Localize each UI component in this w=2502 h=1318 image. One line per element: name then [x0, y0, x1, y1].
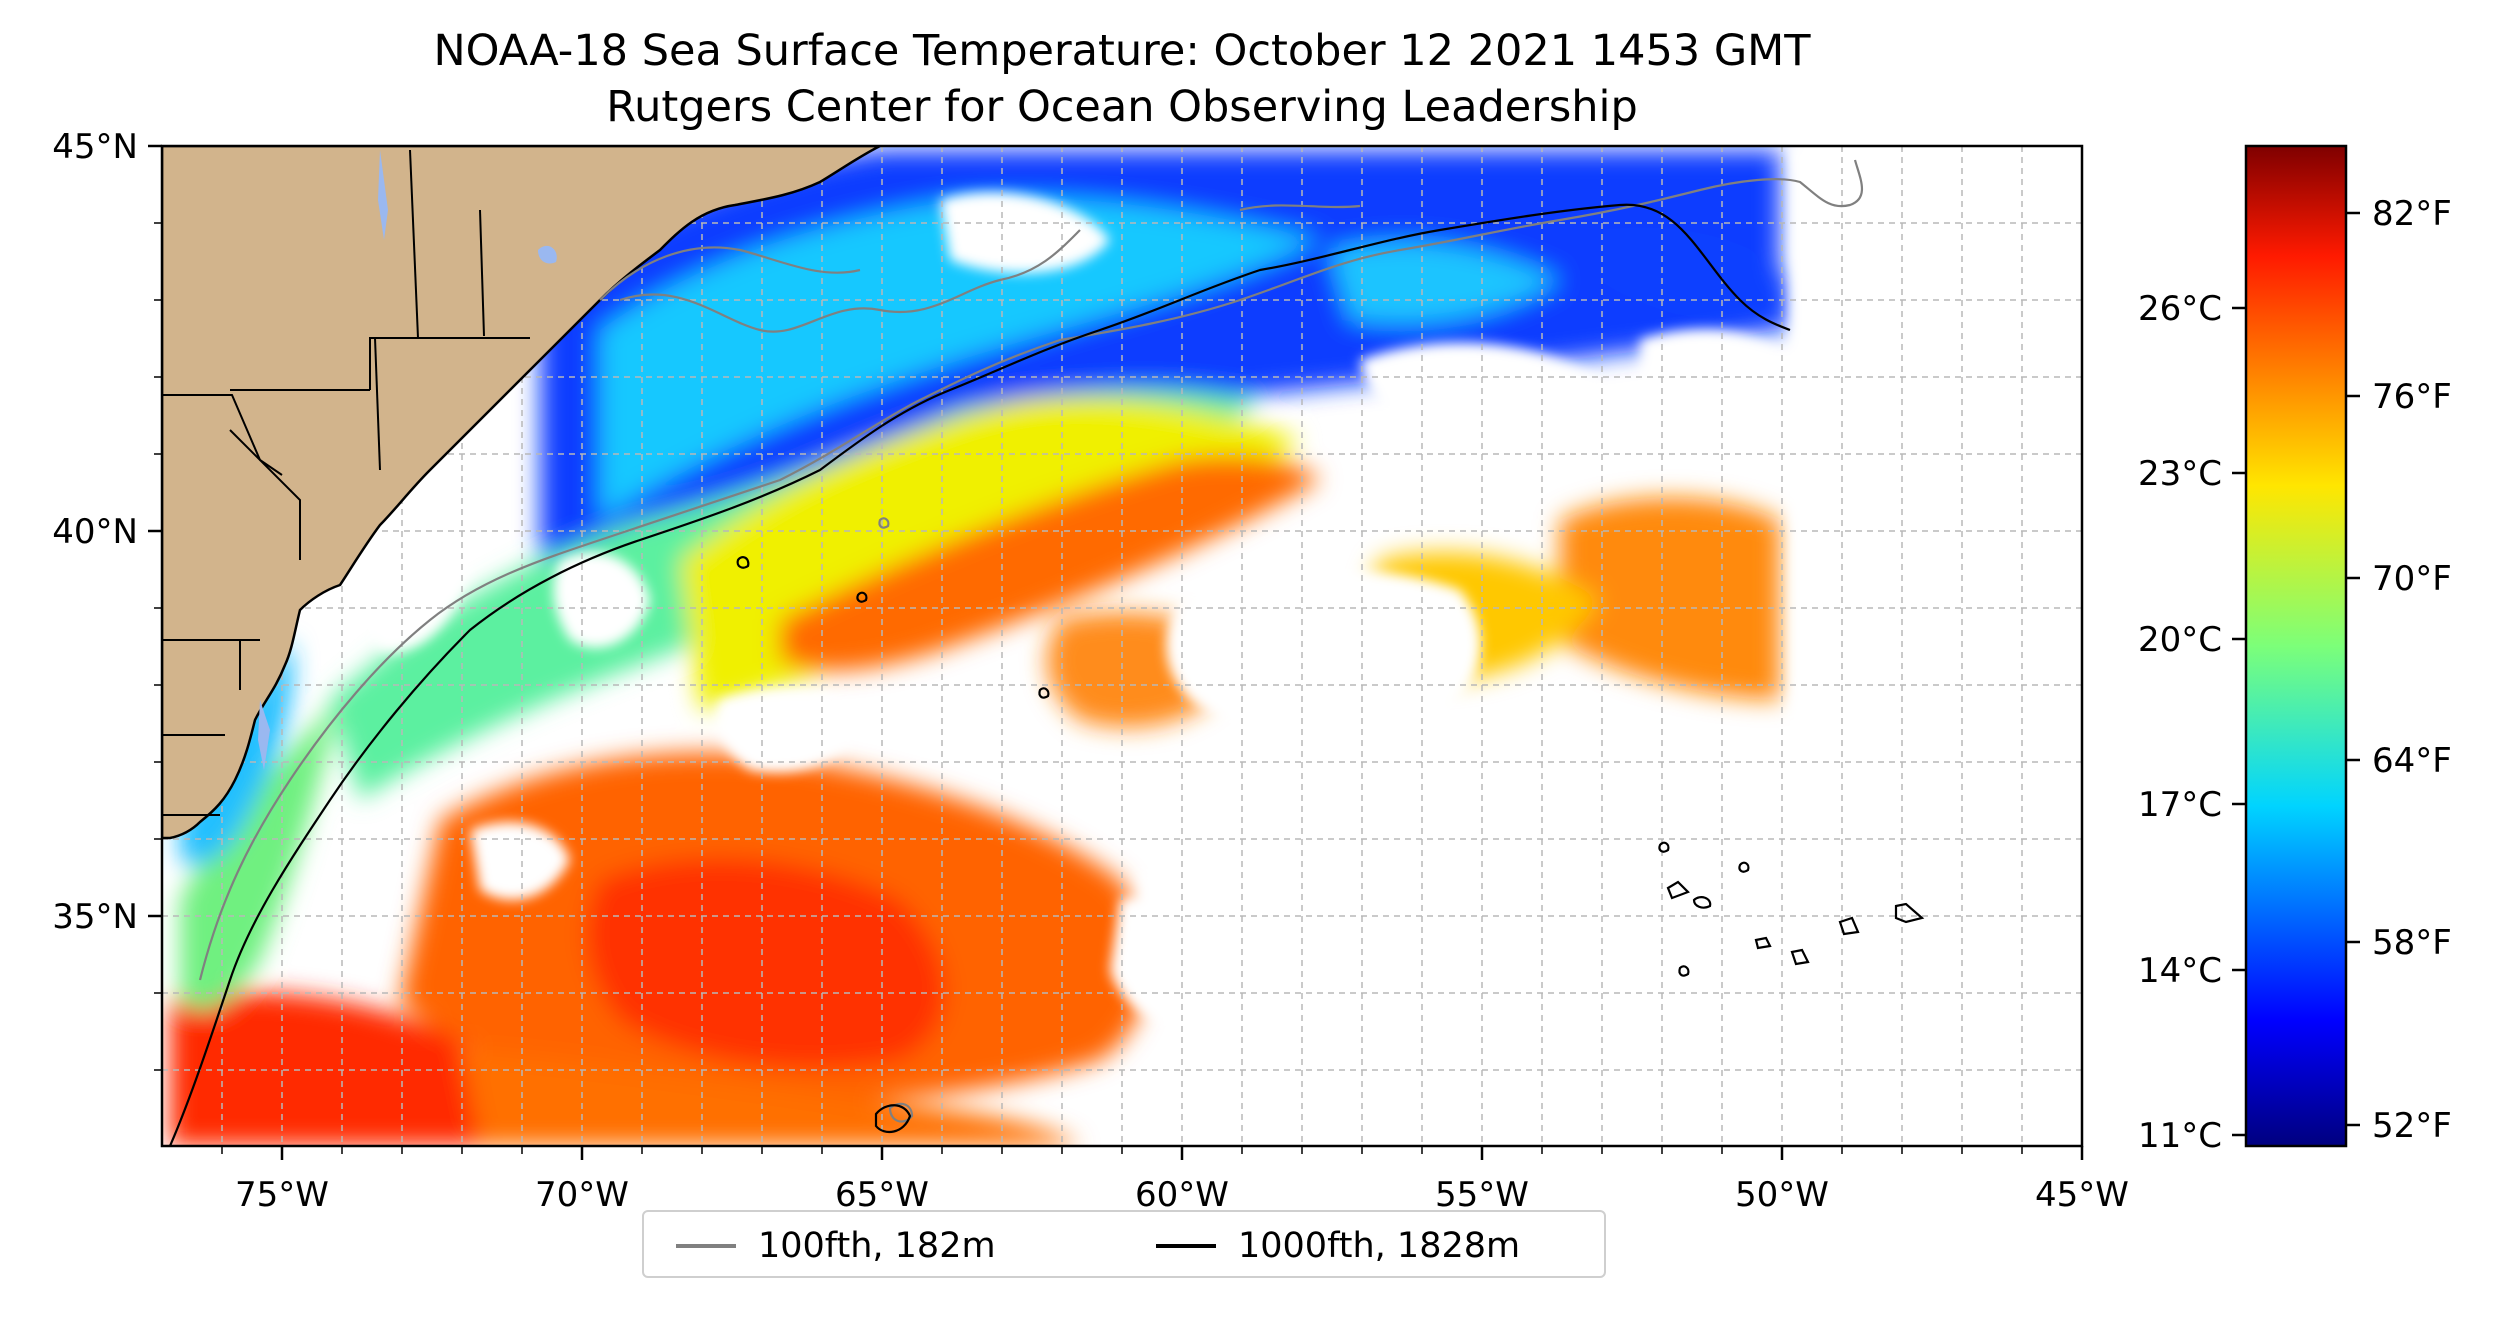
- sst-cyan-ne: [1330, 241, 1560, 324]
- sst-southwest-warm: [170, 992, 520, 1146]
- land-mass: [162, 146, 881, 840]
- contour-1000fth: [168, 203, 1925, 1146]
- figure-subtitle: Rutgers Center for Ocean Observing Leade…: [606, 82, 1638, 132]
- lat-tick-label: 45°N: [52, 127, 138, 167]
- fahrenheit-tick-label: 52°F: [2372, 1106, 2452, 1146]
- cloud-patch: [470, 821, 570, 900]
- cloud-patch: [1180, 760, 1790, 1146]
- lon-tick-label: 55°W: [1435, 1175, 1529, 1215]
- axis-ticks: [148, 144, 2084, 1160]
- fahrenheit-tick-label: 82°F: [2372, 194, 2452, 234]
- axis-minor-ticks: [154, 222, 2023, 1154]
- colorbar-ticks: [2232, 211, 2360, 1137]
- sst-south-orange2: [460, 1050, 1080, 1146]
- sst-gulfstream-wall: [780, 456, 1320, 671]
- cloud-patch: [716, 689, 860, 773]
- cloud-patch: [1140, 862, 1280, 960]
- cloud-patch: [553, 552, 650, 648]
- legend-line-gray: [676, 1244, 736, 1248]
- fahrenheit-tick-label: 70°F: [2372, 559, 2452, 599]
- cloud-patch: [1166, 568, 1481, 745]
- lon-tick-label: 60°W: [1135, 1175, 1229, 1215]
- cloud-patch: [940, 192, 1110, 274]
- contour-legend: 100fth, 182m 1000fth, 1828m: [642, 1210, 1606, 1278]
- fahrenheit-tick-label: 64°F: [2372, 741, 2452, 781]
- legend-label: 1000fth, 1828m: [1238, 1226, 1521, 1266]
- celsius-tick-label: 11°C: [2138, 1116, 2222, 1156]
- sst-east-warm: [1560, 497, 1780, 700]
- sst-coastal-green: [180, 700, 340, 1010]
- lon-tick-label: 65°W: [835, 1175, 929, 1215]
- lat-tick-label: 40°N: [52, 512, 138, 552]
- lon-tick-label: 75°W: [235, 1175, 329, 1215]
- sst-east-blue: [1600, 227, 1790, 330]
- cloud-patch: [356, 530, 470, 652]
- figure-title: NOAA-18 Sea Surface Temperature: October…: [433, 26, 1811, 76]
- lon-tick-label: 50°W: [1735, 1175, 1829, 1215]
- cloud-patch: [1790, 146, 2082, 1146]
- sst-cyan-shelf: [600, 198, 1320, 520]
- fahrenheit-tick-label: 76°F: [2372, 377, 2452, 417]
- colorbar-gradient: [2244, 144, 2348, 1148]
- inland-water: [258, 150, 557, 770]
- lon-tick-label: 70°W: [535, 1175, 629, 1215]
- lon-tick-label: 45°W: [2035, 1175, 2129, 1215]
- contour-100fth: [198, 159, 1863, 1123]
- celsius-tick-label: 26°C: [2138, 289, 2222, 329]
- legend-item-1000fth: 1000fth, 1828m: [1156, 1212, 1520, 1280]
- legend-label: 100fth, 182m: [758, 1226, 996, 1266]
- cloud-patch: [1146, 738, 1535, 908]
- celsius-tick-label: 23°C: [2138, 454, 2222, 494]
- celsius-tick-label: 17°C: [2138, 785, 2222, 825]
- celsius-tick-label: 14°C: [2138, 951, 2222, 991]
- fahrenheit-tick-label: 58°F: [2372, 923, 2452, 963]
- sst-south-red: [586, 858, 945, 1068]
- celsius-tick-label: 20°C: [2138, 620, 2222, 660]
- lat-tick-label: 35°N: [52, 897, 138, 937]
- legend-item-100fth: 100fth, 182m: [676, 1212, 996, 1280]
- state-borders: [162, 149, 530, 816]
- legend-line-black: [1156, 1244, 1216, 1248]
- cloud-patch: [1640, 329, 1790, 423]
